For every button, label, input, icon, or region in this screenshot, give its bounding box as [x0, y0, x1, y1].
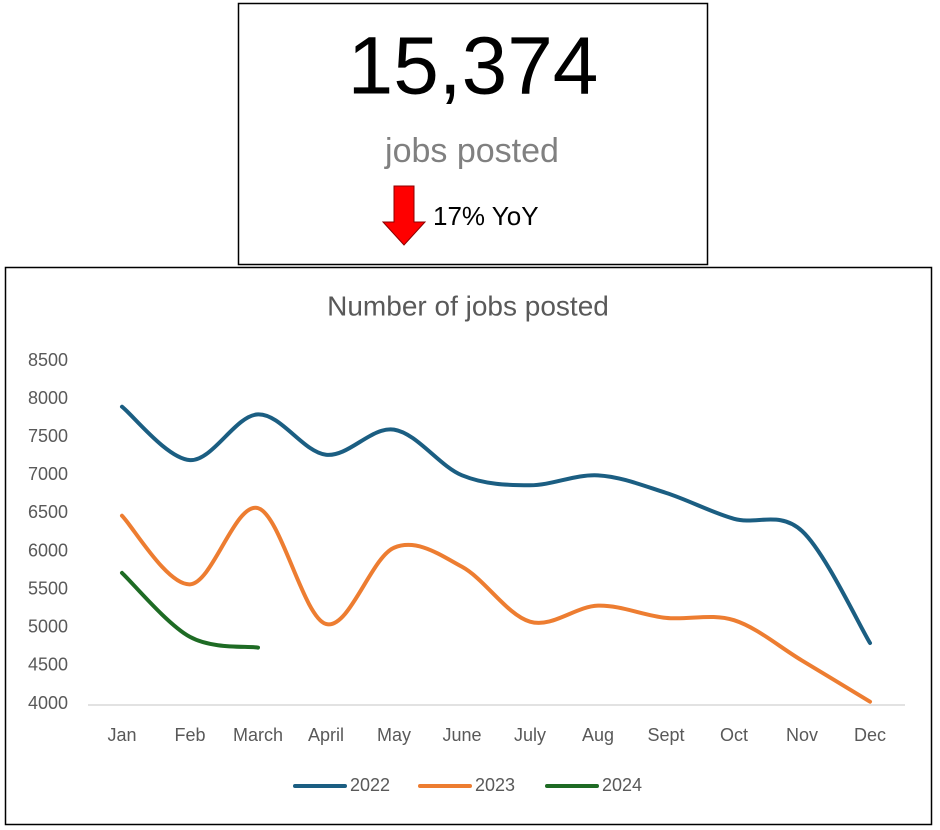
y-tick-label: 8500 — [28, 350, 68, 370]
x-tick-label: Jan — [107, 725, 136, 745]
y-tick-label: 4000 — [28, 693, 68, 713]
line-series — [120, 506, 872, 704]
y-tick-label: 8000 — [28, 388, 68, 408]
chart-frame — [4, 266, 933, 826]
legend-label: 2022 — [350, 775, 390, 795]
x-tick-label: Sept — [647, 725, 684, 745]
line-series — [120, 570, 260, 650]
kpi-value: 15,374 — [348, 21, 599, 112]
x-tick-label: Feb — [174, 725, 205, 745]
x-tick-label: June — [442, 725, 481, 745]
y-tick-label: 5500 — [28, 578, 68, 598]
line-series — [120, 404, 872, 646]
x-tick-label: Aug — [582, 725, 614, 745]
x-tick-label: April — [308, 725, 344, 745]
legend-label: 2024 — [602, 775, 642, 795]
x-tick-label: March — [233, 725, 283, 745]
x-tick-label: July — [514, 725, 546, 745]
y-tick-label: 5000 — [28, 617, 68, 637]
y-tick-label: 6000 — [28, 540, 68, 560]
y-tick-label: 4500 — [28, 655, 68, 675]
y-tick-label: 7000 — [28, 464, 68, 484]
chart-title: Number of jobs posted — [327, 290, 609, 321]
kpi-card — [237, 2, 709, 266]
x-tick-label: Nov — [786, 725, 818, 745]
y-tick-label: 7500 — [28, 426, 68, 446]
legend-label: 2023 — [475, 775, 515, 795]
x-tick-label: Dec — [854, 725, 886, 745]
y-tick-label: 6500 — [28, 502, 68, 522]
x-tick-label: Oct — [720, 725, 748, 745]
x-tick-label: May — [377, 725, 411, 745]
kpi-change: 17% YoY — [433, 201, 539, 231]
down-arrow — [381, 185, 427, 246]
kpi-label: jobs posted — [384, 132, 559, 170]
